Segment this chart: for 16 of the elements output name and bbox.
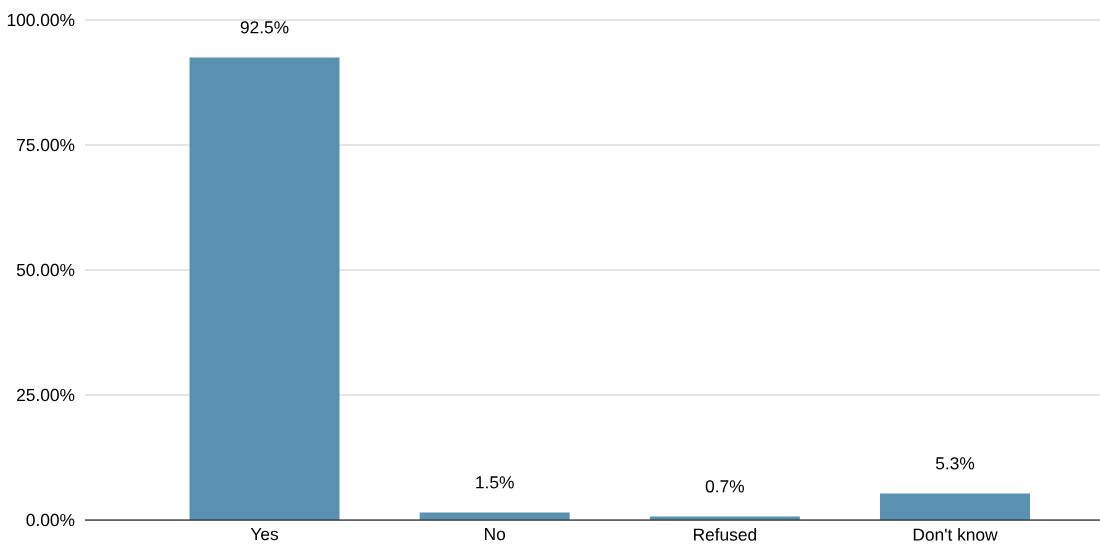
bar [419,512,570,520]
data-label: 0.7% [705,480,744,493]
y-tick-label: 100.00% [7,13,75,27]
y-tick-label: 0.00% [26,513,75,527]
bar [189,57,340,520]
data-label: 92.5% [240,21,289,34]
y-tick-label: 50.00% [16,263,75,277]
data-label: 1.5% [476,476,514,489]
y-tick-label: 25.00% [17,388,75,402]
x-tick-label: Refused [693,528,757,541]
bar [880,493,1031,520]
data-label: 5.3% [935,457,975,470]
y-tick-label: 75.00% [17,138,75,152]
x-tick-label: Don't know [913,528,998,541]
x-tick-label: No [485,528,506,541]
x-tick-label: Yes [250,528,279,541]
